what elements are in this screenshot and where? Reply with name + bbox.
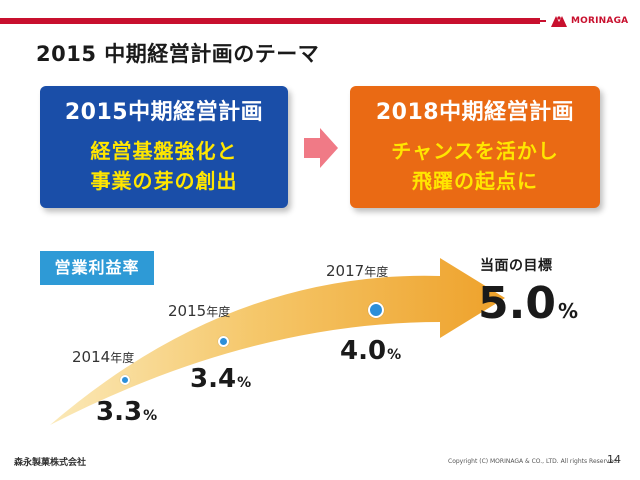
header-accent-bar xyxy=(0,18,540,24)
value-2015: 3.4% xyxy=(190,364,251,394)
plan-2015-theme: 経営基盤強化と 事業の芽の創出 xyxy=(40,136,288,196)
year-2014-number: 2014 xyxy=(72,348,111,366)
plan-2018-theme-line1: チャンスを活かし xyxy=(391,139,559,163)
year-2015-number: 2015 xyxy=(168,302,207,320)
year-2017-unit: 年度 xyxy=(364,265,389,279)
data-point-2017 xyxy=(368,302,384,318)
plan-2018-theme-line2: 飛躍の起点に xyxy=(412,169,538,193)
plan-2018-title: 2018中期経営計画 xyxy=(375,100,575,125)
plan-2018-box: 2018中期経営計画 チャンスを活かし 飛躍の起点に xyxy=(350,86,600,208)
slide-title: 2015 中期経営計画のテーマ xyxy=(36,42,320,66)
plan-2015-theme-line2: 事業の芽の創出 xyxy=(90,169,238,193)
year-2015: 2015年度 xyxy=(168,302,230,320)
year-2014: 2014年度 xyxy=(72,348,134,366)
data-point-2014 xyxy=(120,375,130,385)
value-2014: 3.3% xyxy=(96,397,157,427)
target-value-number: 5.0 xyxy=(478,278,556,329)
value-2014-unit: % xyxy=(143,408,158,424)
metric-label: 営業利益率 xyxy=(40,251,154,285)
year-2015-unit: 年度 xyxy=(206,305,231,319)
header-accent-tip xyxy=(540,20,546,22)
target-value: 5.0% xyxy=(478,278,578,329)
target-value-unit: % xyxy=(557,299,578,323)
year-2017-number: 2017 xyxy=(326,262,365,280)
footer-copyright: Copyright (C) MORINAGA & CO., LTD. All r… xyxy=(448,458,619,465)
plan-2015-theme-line1: 経営基盤強化と xyxy=(90,139,238,163)
angel-mark-icon xyxy=(550,14,568,28)
plan-2015-title: 2015中期経営計画 xyxy=(64,100,264,125)
year-2017: 2017年度 xyxy=(326,262,388,280)
year-2014-unit: 年度 xyxy=(110,351,135,365)
value-2014-number: 3.3 xyxy=(96,397,143,427)
footer-company-name: 森永製菓株式会社 xyxy=(14,458,87,468)
target-label: 当面の目標 xyxy=(480,258,553,274)
value-2017-unit: % xyxy=(387,347,402,363)
plan-2018-theme: チャンスを活かし 飛躍の起点に xyxy=(350,136,600,196)
brand-logo: MORINAGA xyxy=(550,14,628,28)
brand-name: MORINAGA xyxy=(571,16,629,26)
page-number: 14 xyxy=(607,453,621,466)
data-point-2015 xyxy=(218,336,229,347)
plan-2015-box: 2015中期経営計画 経営基盤強化と 事業の芽の創出 xyxy=(40,86,288,208)
value-2017: 4.0% xyxy=(340,336,401,366)
right-arrow-icon xyxy=(304,128,338,172)
value-2015-unit: % xyxy=(237,375,252,391)
value-2015-number: 3.4 xyxy=(190,364,237,394)
value-2017-number: 4.0 xyxy=(340,336,387,366)
